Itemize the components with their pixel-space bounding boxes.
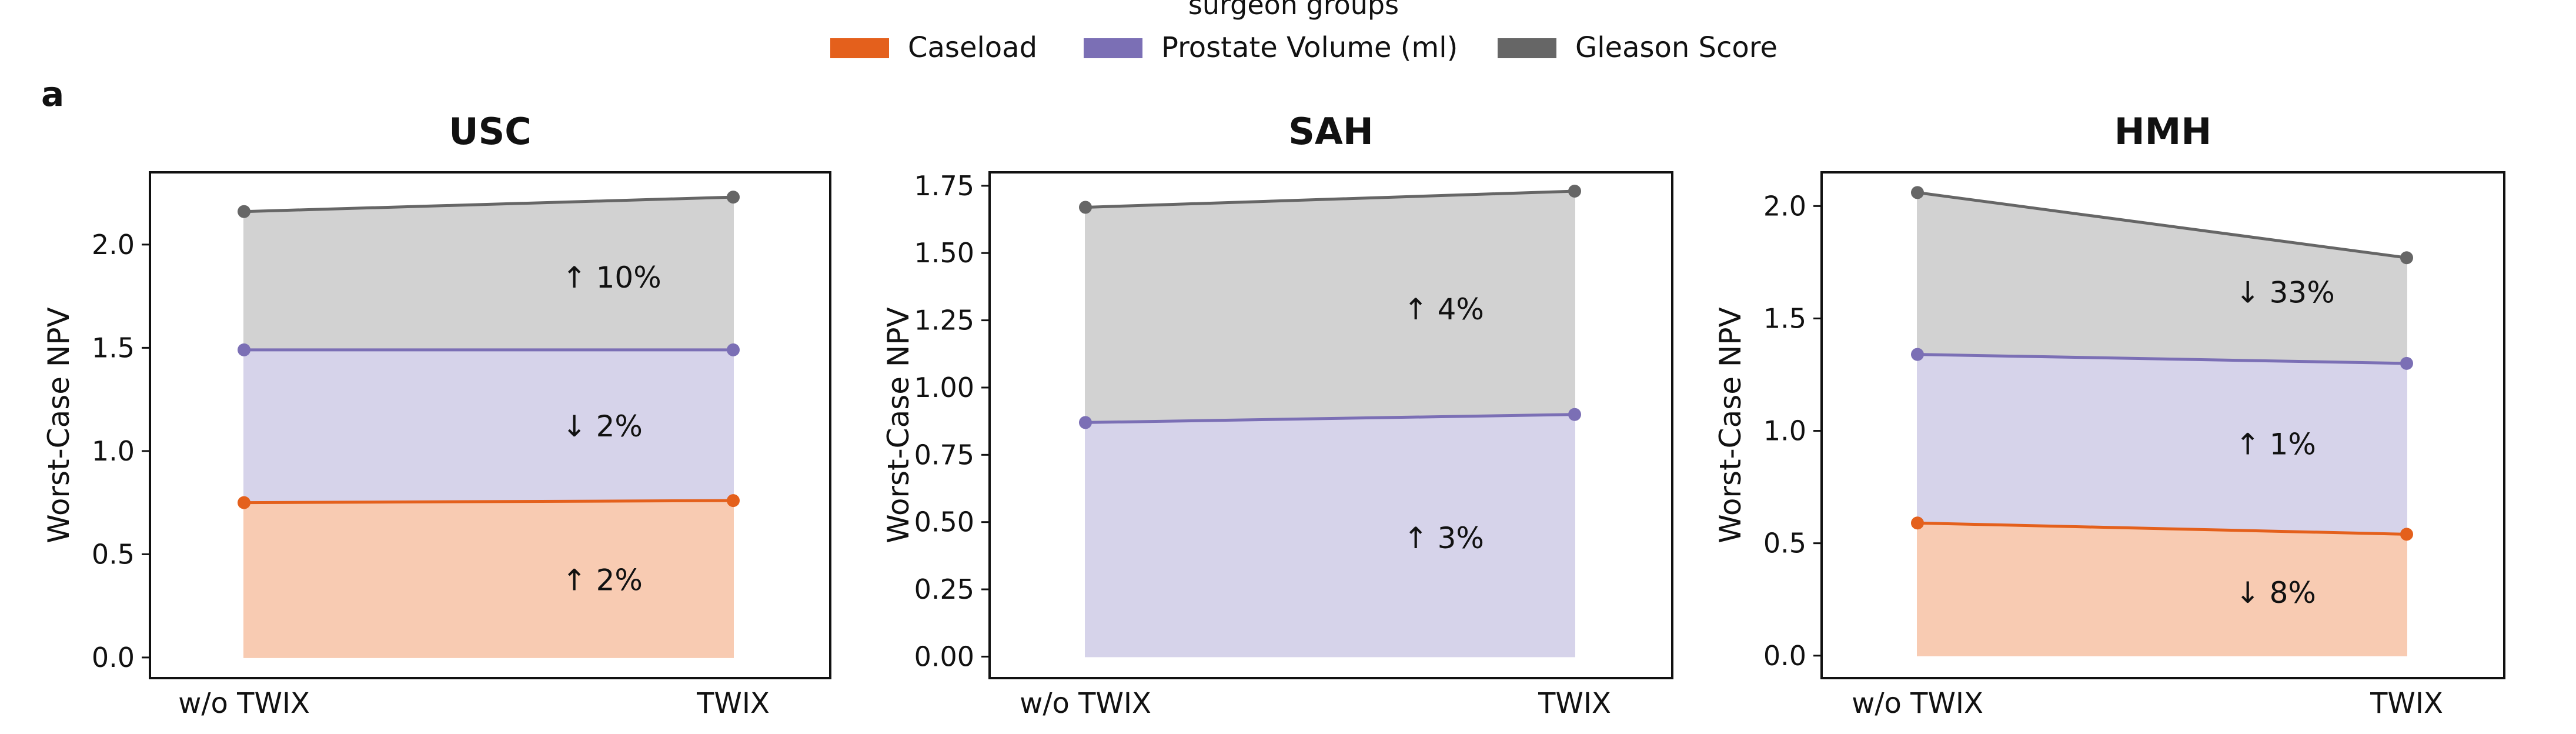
y-tick-label: 1.5 (1763, 302, 1806, 334)
x-tick-label: TWIX (696, 687, 770, 720)
annotation-prostate-volume-ml: ↑ 1% (2236, 428, 2316, 462)
y-tick-label: 1.0 (92, 435, 135, 467)
y-tick-label: 1.5 (92, 332, 135, 363)
area-gleason-score (1085, 190, 1575, 423)
x-tick-label: w/o TWIX (1852, 687, 1983, 720)
y-axis-label: Worst-Case NPV (1713, 307, 1748, 543)
point-gleason-score-twix (1568, 185, 1581, 198)
legend-swatch-caseload (830, 38, 889, 58)
area-caseload (1917, 522, 2407, 656)
y-tick-label: 0.0 (1763, 640, 1806, 672)
x-tick-label: TWIX (2370, 687, 2443, 720)
plot-frame (1820, 171, 2505, 679)
panel-title: SAH (1288, 110, 1374, 153)
point-caseload-w-o-twix (1911, 516, 1924, 530)
line-caseload (243, 499, 734, 505)
point-prostate-volume-ml-twix (2400, 356, 2413, 370)
annotation-caseload: ↓ 8% (2236, 576, 2316, 610)
plot-frame (149, 171, 831, 679)
line-caseload (1917, 521, 2407, 536)
area-caseload (243, 500, 734, 658)
y-tick-label: 2.0 (1763, 190, 1806, 222)
area-prostate-volume-ml (243, 349, 734, 503)
legend-title: surgeon groups (1188, 0, 1399, 21)
line-gleason-score (1085, 189, 1575, 209)
y-tick-label: 1.50 (914, 237, 974, 269)
panel-sah: SAH ↑ 3% ↑ 4% 0.00 0.25 0.50 0.75 1.00 1.25 1.50 1… (881, 110, 1673, 720)
point-gleason-score-twix (2400, 251, 2413, 265)
legend-label-caseload: Caseload (908, 31, 1037, 64)
y-tick-label: 0.5 (92, 538, 135, 570)
point-prostate-volume-ml-w-o-twix (238, 343, 250, 356)
annotation-prostate-volume-ml: ↑ 3% (1404, 521, 1484, 555)
line-gleason-score (1917, 191, 2407, 259)
y-tick-label: 0.00 (914, 640, 974, 672)
point-prostate-volume-ml-w-o-twix (1079, 416, 1092, 429)
legend-swatch-gleason-score (1498, 38, 1556, 58)
annotation-gleason-score: ↓ 33% (2236, 276, 2335, 310)
legend-label-prostate-volume: Prostate Volume (ml) (1161, 31, 1458, 64)
point-prostate-volume-ml-twix (727, 343, 740, 356)
line-gleason-score (243, 195, 734, 213)
line-prostate-volume-ml (1085, 413, 1575, 424)
point-prostate-volume-ml-twix (1568, 408, 1581, 421)
y-tick-label: 0.5 (1763, 528, 1806, 559)
annotation-caseload: ↑ 2% (562, 563, 643, 597)
area-prostate-volume-ml (1085, 413, 1575, 658)
y-tick-label: 1.00 (914, 372, 974, 403)
x-tick-label: w/o TWIX (178, 687, 310, 720)
legend-swatch-prostate-volume (1084, 38, 1142, 58)
y-tick-label: 1.25 (914, 305, 974, 336)
area-prostate-volume-ml (1917, 353, 2407, 535)
legend: Caseload Prostate Volume (ml) Gleason Sc… (830, 31, 1778, 64)
panel-title: USC (449, 110, 532, 153)
panels: USC ↑ 2% ↓ 2% ↑ 10% 0.0 0.5 1.0 1.5 2.0 w/o TWIX T… (42, 110, 2505, 720)
x-tick-label: w/o TWIX (1020, 687, 1151, 720)
point-caseload-twix (2400, 528, 2413, 541)
y-axis-label: Worst-Case NPV (42, 307, 76, 543)
plot-frame (988, 171, 1673, 679)
y-tick-label: 1.75 (914, 170, 974, 202)
annotation-gleason-score: ↑ 4% (1404, 292, 1484, 326)
point-caseload-twix (727, 494, 740, 508)
annotation-prostate-volume-ml: ↓ 2% (562, 409, 643, 443)
point-gleason-score-w-o-twix (1079, 201, 1092, 214)
panel-title: HMH (2114, 110, 2211, 153)
point-gleason-score-twix (727, 191, 740, 204)
panel-hmh: HMH ↓ 8% ↑ 1% ↓ 33% 0.0 0.5 1.0 1.5 2.0 w/o TWIX T… (1713, 110, 2505, 720)
point-gleason-score-w-o-twix (238, 205, 250, 218)
point-caseload-w-o-twix (238, 496, 250, 509)
y-tick-label: 0.50 (914, 506, 974, 538)
point-prostate-volume-ml-w-o-twix (1911, 348, 1924, 361)
legend-label-gleason-score: Gleason Score (1575, 31, 1778, 64)
x-tick-label: TWIX (1538, 687, 1611, 720)
panel-label: a (41, 74, 64, 114)
y-tick-label: 2.0 (92, 229, 135, 261)
line-prostate-volume-ml (1917, 353, 2407, 365)
annotation-gleason-score: ↑ 10% (562, 261, 661, 295)
panel-usc: USC ↑ 2% ↓ 2% ↑ 10% 0.0 0.5 1.0 1.5 2.0 w/o TWIX T… (42, 110, 831, 720)
point-gleason-score-w-o-twix (1911, 186, 1924, 199)
y-tick-label: 0.75 (914, 439, 974, 471)
y-tick-label: 0.0 (92, 642, 135, 673)
y-axis-label: Worst-Case NPV (881, 307, 916, 543)
y-tick-label: 0.25 (914, 573, 974, 605)
y-tick-label: 1.0 (1763, 415, 1806, 447)
